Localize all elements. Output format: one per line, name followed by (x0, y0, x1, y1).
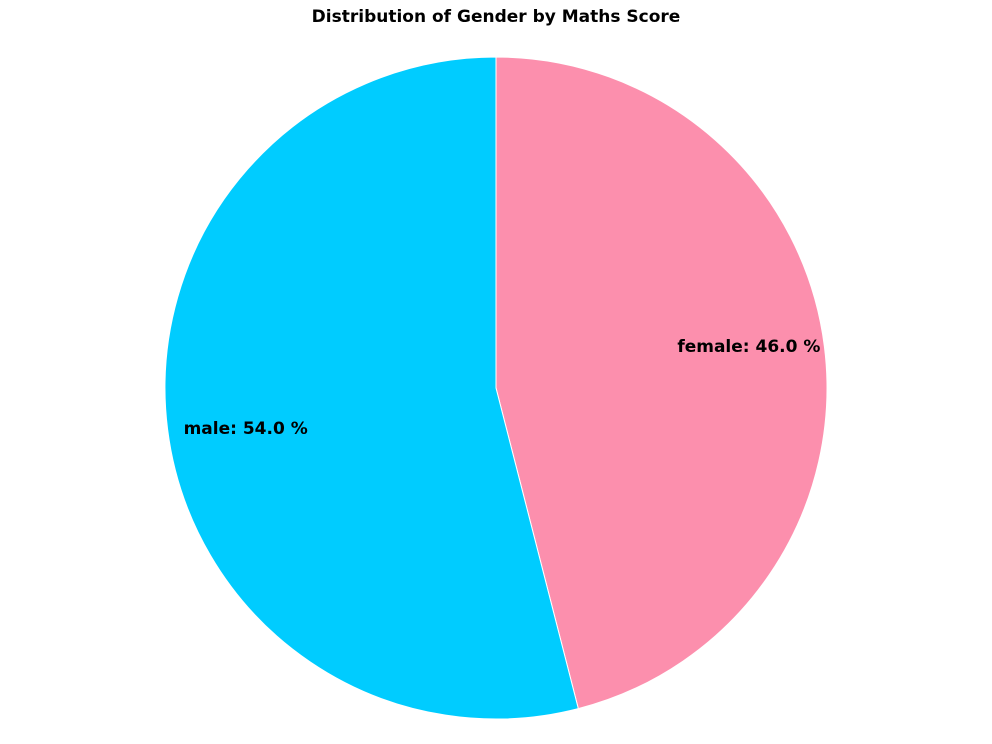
pie-slice-female (495, 56, 828, 710)
pie-slices (164, 56, 828, 720)
chart-title: Distribution of Gender by Maths Score (311, 7, 681, 27)
pie-slice-male (164, 56, 579, 720)
pie-labels: female: 46.0 % male: 54.0 % (184, 337, 821, 439)
slice-label-male: male: 54.0 % (184, 419, 308, 439)
slice-label-female: female: 46.0 % (677, 337, 820, 357)
